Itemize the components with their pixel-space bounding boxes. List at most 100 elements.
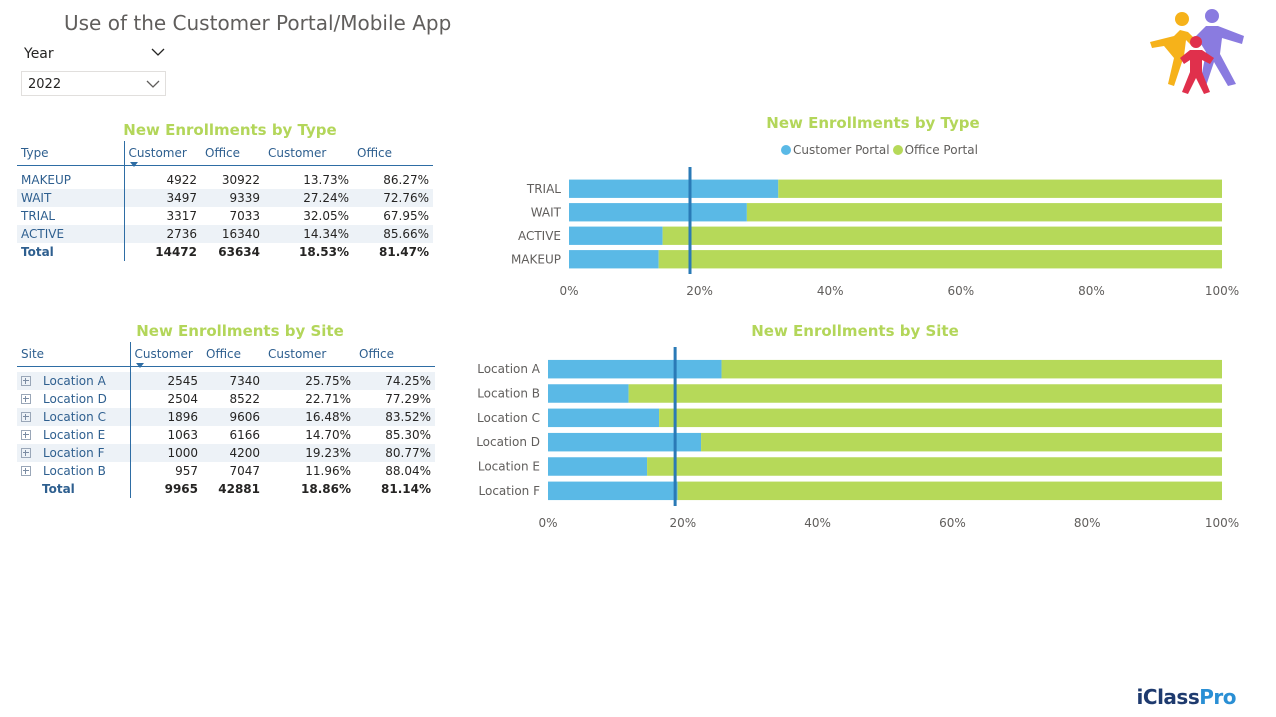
row-label: ACTIVE [17,225,125,243]
cell-office-pct: 83.52% [355,408,435,426]
bar-customer-portal [569,250,659,269]
cell-customer-pct: 14.70% [305,428,351,442]
expand-icon[interactable] [21,411,31,422]
table-row[interactable]: ACTIVE 2736 16340 14.34% 85.66% [17,225,433,243]
column-header-customer[interactable]: Customer [124,141,201,167]
column-header-type[interactable]: Type [17,141,125,166]
table-type-title: New Enrollments by Type [123,121,337,139]
expand-icon[interactable] [21,393,31,404]
sort-desc-icon [129,162,138,167]
bar-customer-portal [548,359,722,379]
figure-red [1180,36,1214,94]
cell-office: 7033 [229,209,260,223]
table-row[interactable]: MAKEUP 4922 30922 13.73% 86.27% [17,171,433,189]
enrollments-by-type-table: Type Customer Office Customer Office MAK… [17,141,433,261]
bar-office-portal [647,457,1222,476]
year-slicer-label: Year [24,46,54,62]
total-label: Total [17,480,131,498]
column-header-customer-pct[interactable]: Customer [268,347,327,361]
legend-entry-customer[interactable]: Customer Portal [781,143,890,157]
bar-customer-portal [569,226,663,245]
x-tick-label: 0% [559,284,578,298]
category-label: Location B [477,387,540,401]
legend-swatch-customer [781,145,791,155]
figure-purple [1196,9,1244,86]
row-label: MAKEUP [17,171,125,189]
column-header-office[interactable]: Office [206,347,242,361]
x-tick-label: 60% [939,516,966,530]
column-header-office-pct[interactable]: Office [359,347,395,361]
total-row: Total 9965 42881 18.86% 81.14% [17,480,435,498]
table-site-title: New Enrollments by Site [136,322,344,340]
category-label: Location D [476,435,540,449]
spacer [17,366,131,372]
table-row[interactable]: Location D 2504 8522 22.71% 77.29% [17,390,435,408]
column-header-label: Customer [134,347,193,361]
cell-customer: 2504 [167,392,198,406]
legend-label: Customer Portal [793,143,890,157]
cell-office-pct: 80.77% [355,444,435,462]
cell-customer: 3317 [166,209,197,223]
table-row[interactable]: Location C 1896 9606 16.48% 83.52% [17,408,435,426]
total-office: 42881 [218,482,260,496]
legend-swatch-office [892,145,903,155]
cell-customer-pct: 16.48% [264,408,355,426]
table-row[interactable]: WAIT 3497 9339 27.24% 72.76% [17,189,433,207]
row-label: WAIT [17,189,125,207]
cell-office-pct: 72.76% [353,189,433,207]
cell-office-pct: 85.30% [385,428,431,442]
total-customer: 9965 [164,482,198,496]
bar-customer-portal [548,481,678,501]
total-office-pct: 81.14% [381,482,431,496]
chart-legend: Customer Portal Office Portal [781,143,981,157]
brand-prefix: iClass [1136,685,1200,709]
column-header-office-pct[interactable]: Office [357,146,393,160]
total-office: 63634 [218,245,260,259]
expand-icon[interactable] [21,465,31,476]
chart-site-title: New Enrollments by Site [751,322,959,340]
cell-customer-pct: 22.71% [305,392,351,406]
expand-icon[interactable] [21,375,31,386]
expand-icon[interactable] [21,447,31,458]
table-row[interactable]: Location A 2545 7340 25.75% 74.25% [17,372,435,390]
year-dropdown-value: 2022 [28,77,62,92]
expand-icon[interactable] [21,429,31,440]
total-customer-pct: 18.86% [301,482,351,496]
category-label: ACTIVE [518,229,561,243]
category-label: TRIAL [526,182,561,196]
cell-customer-pct: 32.05% [303,209,349,223]
chevron-down-icon[interactable] [150,44,166,60]
table-row[interactable]: TRIAL 3317 7033 32.05% 67.95% [17,207,433,225]
table-row[interactable]: Location E 1063 6166 14.70% 85.30% [17,426,435,444]
cell-customer-pct: 25.75% [264,372,355,390]
total-label: Total [17,243,125,261]
row-label: Location F [43,446,105,460]
column-header-office[interactable]: Office [205,146,241,160]
cell-customer-pct: 27.24% [264,189,353,207]
column-header-site[interactable]: Site [17,342,131,367]
bar-office-portal [778,179,1222,198]
column-header-customer[interactable]: Customer [130,342,202,368]
cell-office-pct: 88.04% [385,464,431,478]
x-tick-label: 40% [804,516,831,530]
brand-wordmark: iClassPro [1136,685,1237,709]
table-row[interactable]: Location F 1000 4200 19.23% 80.77% [17,444,435,462]
enrollments-by-site-chart: Location A Location B Location C Location D… [476,347,1239,530]
table-row[interactable]: Location B 957 7047 11.96% 88.04% [17,462,435,480]
bar-customer-portal [569,203,747,222]
cell-customer: 2736 [124,225,201,243]
legend-label: Office Portal [904,143,978,157]
sort-desc-icon [135,363,144,368]
total-office-pct: 81.47% [379,245,429,259]
legend-entry-office[interactable]: Office Portal [892,143,978,157]
bar-office-portal [677,481,1222,501]
category-label: Location C [477,411,540,425]
bar-office-portal [662,226,1222,245]
cell-customer: 2545 [130,372,202,390]
column-header-customer-pct[interactable]: Customer [268,146,327,160]
bar-office-portal [721,359,1222,379]
year-dropdown[interactable]: 2022 [21,71,166,96]
cell-office-pct: 77.29% [385,392,431,406]
category-label: WAIT [531,205,562,219]
cell-office: 9606 [202,408,264,426]
